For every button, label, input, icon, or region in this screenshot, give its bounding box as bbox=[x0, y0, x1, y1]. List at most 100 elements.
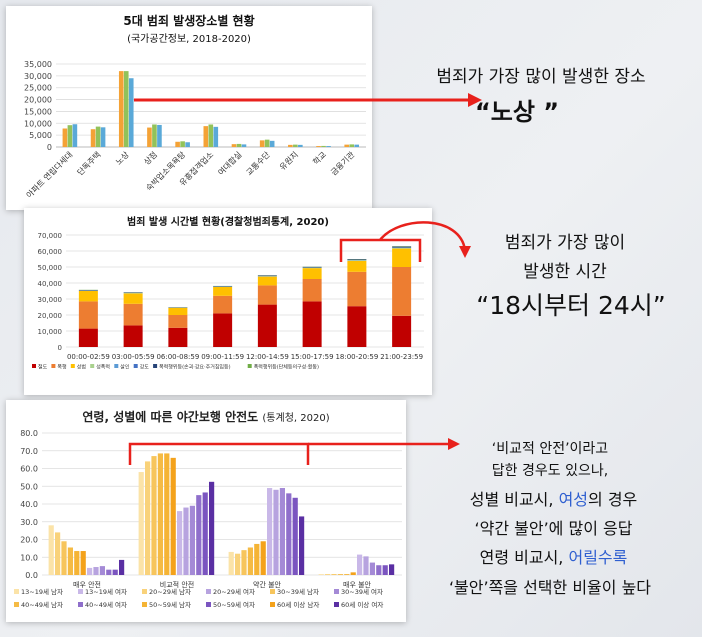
bar bbox=[112, 569, 118, 575]
chart3-svg: 80.0 70.0 60.0 50.0 40.0 30.0 20.0 10.0 0.0 매우 안전… bbox=[14, 429, 402, 609]
bar bbox=[354, 144, 360, 147]
bar bbox=[55, 532, 61, 575]
bar bbox=[349, 144, 355, 147]
stacked-bar-segment bbox=[78, 301, 98, 329]
legend-swatch bbox=[334, 589, 339, 594]
bar bbox=[241, 144, 247, 147]
y-tick-label: 60.0 bbox=[20, 465, 38, 474]
chart1-svg: 35,000 30,000 25,000 20,000 15,000 10,000 5,00… bbox=[24, 60, 366, 200]
legend-swatch bbox=[14, 589, 19, 594]
stacked-bar-segment bbox=[213, 295, 233, 314]
bar bbox=[99, 566, 105, 575]
annot2-line3: “18시부터 24시” bbox=[476, 291, 666, 320]
stacked-bar-segment bbox=[392, 246, 412, 248]
annot3-line5-b: 어릴수록 bbox=[568, 548, 628, 567]
stacked-bar-segment bbox=[257, 285, 277, 305]
bar bbox=[235, 553, 241, 575]
bar bbox=[318, 574, 324, 575]
y-tick-label: 30,000 bbox=[38, 296, 63, 304]
legend-label: 30~39세 여자 bbox=[341, 587, 383, 596]
legend-label: 60세 이상 남자 bbox=[277, 600, 319, 609]
bar bbox=[254, 543, 260, 575]
legend-label: 성폭력 bbox=[96, 364, 110, 371]
bar bbox=[152, 124, 157, 147]
stacked-bar-segment bbox=[347, 260, 367, 261]
bar bbox=[288, 144, 293, 147]
annot2-line2: 발생한 시간 bbox=[523, 262, 607, 282]
bar bbox=[151, 456, 157, 575]
bar bbox=[90, 129, 96, 147]
chart3-title-row: 연령, 성별에 따른 야간보행 안전도 (통계청, 2020) bbox=[6, 408, 406, 425]
bar bbox=[299, 516, 305, 575]
x-tick-label: 15:00-17:59 bbox=[291, 353, 334, 361]
bracket bbox=[339, 238, 422, 262]
y-tick-label: 0.0 bbox=[25, 571, 38, 580]
stacked-bar-segment bbox=[392, 247, 412, 249]
y-tick-label: 30.0 bbox=[20, 518, 38, 527]
bar bbox=[369, 562, 375, 575]
chart3-title: 연령, 성별에 따른 야간보행 안전도 bbox=[82, 410, 259, 424]
annotation-arrows bbox=[128, 93, 482, 465]
stacked-bar-segment bbox=[168, 327, 188, 347]
legend-label: 강도 bbox=[140, 364, 150, 371]
annot1-line1: 범죄가 가장 많이 발생한 장소 bbox=[436, 67, 646, 87]
bar bbox=[344, 574, 350, 575]
x-tick-label: 00:00-02:59 bbox=[67, 353, 110, 361]
stacked-bar-segment bbox=[257, 275, 277, 277]
stacked-bar-segment bbox=[78, 291, 98, 302]
bar bbox=[48, 525, 54, 575]
x-tick-label: 약간 불안 bbox=[253, 580, 282, 589]
stacked-bar-segment bbox=[347, 271, 367, 307]
legend-swatch bbox=[142, 602, 147, 607]
bar bbox=[119, 559, 125, 575]
y-tick-label: 10.0 bbox=[20, 553, 38, 562]
bar bbox=[123, 71, 129, 147]
bar bbox=[157, 453, 163, 575]
y-tick-label: 60,000 bbox=[38, 248, 63, 256]
legend-swatch bbox=[14, 602, 19, 607]
legend-swatch bbox=[206, 602, 211, 607]
chart1-subtitle: (국가공간정보, 2018-2020) bbox=[127, 34, 251, 45]
curve-arrow bbox=[379, 221, 467, 251]
stacked-bar-segment bbox=[392, 315, 412, 347]
bar bbox=[325, 574, 331, 575]
bar bbox=[202, 492, 208, 575]
legend-swatch bbox=[334, 602, 339, 607]
bar bbox=[337, 574, 343, 575]
legend-swatch bbox=[70, 364, 75, 368]
stacked-bar-segment bbox=[392, 267, 412, 316]
legend-swatch bbox=[90, 364, 95, 368]
legend-label: 40~49세 여자 bbox=[85, 600, 127, 609]
bar bbox=[228, 551, 234, 575]
bar bbox=[175, 141, 180, 147]
x-tick-label: 매우 불안 bbox=[343, 580, 372, 589]
bar bbox=[87, 567, 93, 575]
bar bbox=[363, 556, 369, 575]
x-tick-label: 18:00-20:59 bbox=[335, 353, 378, 361]
y-tick-label: 20,000 bbox=[38, 312, 63, 320]
x-tick-label: 비교적 안전 bbox=[160, 580, 194, 589]
bar bbox=[118, 71, 124, 147]
bar bbox=[62, 128, 68, 147]
y-tick-label: 70,000 bbox=[38, 232, 63, 240]
legend-label: 20~29세 남자 bbox=[149, 587, 191, 596]
legend-label: 40~49세 남자 bbox=[21, 600, 63, 609]
legend-swatch bbox=[153, 364, 158, 368]
chart1-panel: 5대 범죄 발생장소별 현황 (국가공간정보, 2018-2020) 35,00… bbox=[6, 6, 372, 210]
y-tick-label: 20.0 bbox=[20, 536, 38, 545]
stacked-bar-segment bbox=[347, 259, 367, 261]
bar bbox=[177, 511, 183, 575]
y-tick-label: 10,000 bbox=[38, 328, 63, 336]
bar bbox=[72, 124, 78, 147]
bar bbox=[231, 144, 237, 147]
legend-label: 폭력행위등(단체등의구성·활동) bbox=[254, 364, 319, 371]
stacked-bar-segment bbox=[302, 301, 322, 347]
arrowhead bbox=[448, 438, 460, 450]
legend-swatch bbox=[51, 364, 56, 368]
chart3-panel: 연령, 성별에 따른 야간보행 안전도 (통계청, 2020) 80.0 70.0… bbox=[6, 400, 406, 622]
bar bbox=[376, 565, 382, 575]
chart3-title-suffix: (통계청, 2020) bbox=[262, 413, 330, 424]
y-tick-label: 40.0 bbox=[20, 500, 38, 509]
bar bbox=[80, 551, 86, 575]
legend-swatch bbox=[32, 364, 36, 368]
